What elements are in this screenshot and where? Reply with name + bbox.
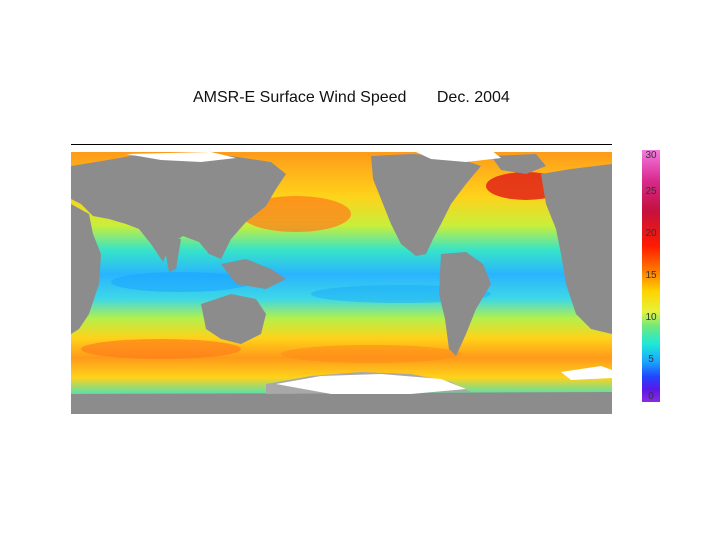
north-pacific-high-wind bbox=[241, 196, 351, 232]
map-title: AMSR-E Surface Wind Speed Dec. 2004 bbox=[193, 89, 510, 107]
colorbar-tick: 25 bbox=[645, 186, 657, 197]
southern-ocean-high-wind-1 bbox=[81, 339, 241, 359]
title-date: Dec. 2004 bbox=[436, 89, 510, 106]
wind-speed-colorbar bbox=[642, 150, 660, 402]
colorbar-tick: 20 bbox=[645, 228, 657, 239]
indian-ocean-low-wind bbox=[111, 272, 251, 292]
colorbar-tick: 0 bbox=[648, 391, 654, 402]
sea-ice bbox=[126, 150, 612, 394]
colorbar-tick: 10 bbox=[645, 312, 657, 323]
southern-ocean-high-wind-2 bbox=[281, 345, 461, 363]
world-wind-map bbox=[71, 144, 612, 414]
colorbar-tick: 30 bbox=[645, 150, 657, 161]
title-main: AMSR-E Surface Wind Speed bbox=[193, 89, 407, 106]
colorbar-tick: 15 bbox=[645, 270, 657, 281]
colorbar-tick: 5 bbox=[648, 354, 654, 365]
